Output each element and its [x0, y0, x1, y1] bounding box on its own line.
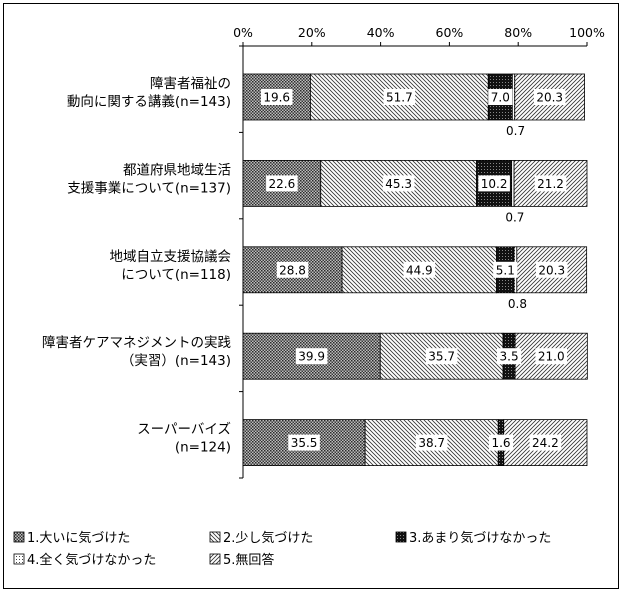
data-label: 21.2 [537, 177, 564, 191]
legend-item: 2.少し気づけた [209, 530, 313, 546]
data-label: 38.7 [418, 436, 445, 450]
data-label-box [403, 261, 436, 278]
x-tick-label: 60% [436, 25, 464, 40]
data-label: 0.7 [505, 210, 524, 224]
category-label-line: について(n=118) [121, 267, 231, 283]
legend-item: 4.全く気づけなかった [13, 552, 156, 568]
data-label: 51.7 [386, 91, 413, 105]
data-label-box [535, 348, 568, 365]
data-label: 19.6 [263, 91, 290, 105]
data-label: 10.2 [481, 177, 508, 191]
data-label: 20.3 [538, 263, 565, 277]
data-label-box [276, 261, 309, 278]
category-label-line: 障害者福祉の [150, 76, 231, 92]
data-label-box [496, 348, 522, 365]
data-label: 1.6 [491, 436, 510, 450]
legend-label: 4.全く気づけなかった [27, 552, 156, 568]
data-label: 45.3 [385, 177, 412, 191]
data-label: 3.5 [500, 350, 519, 364]
x-tick-label: 80% [504, 25, 532, 40]
category-label-line: (n=124) [175, 440, 231, 456]
data-label-box [415, 434, 448, 451]
category-label-line: 地域自立支援協議会 [110, 248, 232, 265]
data-label: 0.8 [508, 297, 527, 311]
data-label-box [488, 434, 514, 451]
category-label: スーパーバイズ (n=124) [137, 422, 231, 456]
data-label: 7.0 [491, 91, 510, 105]
data-label: 0.7 [506, 124, 525, 138]
data-label-box [533, 89, 566, 105]
legend-swatch [395, 531, 407, 543]
x-tick-label: 20% [298, 25, 326, 40]
data-label-box [425, 348, 458, 365]
x-tick-label: 40% [367, 25, 395, 40]
chart-frame [3, 3, 619, 589]
data-label-box [534, 175, 567, 192]
category-label-line: スーパーバイズ [137, 422, 231, 438]
data-label-box [529, 434, 562, 451]
data-label: 39.9 [298, 350, 325, 364]
data-label-box [493, 261, 518, 278]
data-label-box [266, 175, 298, 192]
data-label: 22.6 [269, 177, 296, 191]
category-label-line: 障害者ケアマネジメントの実践 [42, 335, 231, 351]
legend-item: 3.あまり気づけなかった [395, 530, 551, 546]
legend-item: 1.大いに気づけた [13, 530, 130, 546]
x-tick-label: 0% [233, 25, 253, 40]
data-label: 35.5 [291, 436, 318, 450]
legend-label: 2.少し気づけた [223, 530, 313, 546]
data-label: 20.3 [536, 91, 563, 105]
category-label-line: 動向に関する講義(n=143) [67, 93, 231, 110]
data-label-box [295, 348, 328, 365]
data-labels: 19.6 51.7 7.0 0.7 20.3 22.6 45.3 10.2 0.7 21.2 28.… [260, 89, 568, 451]
data-label: 44.9 [406, 263, 433, 277]
data-label-box [383, 89, 416, 105]
legend-label: 1.大いに気づけた [27, 530, 130, 546]
category-label-line: （実習）(n=143) [121, 353, 231, 369]
legend-item: 5.無回答 [209, 552, 274, 568]
legend-label: 5.無回答 [223, 552, 274, 568]
category-label-line: 都道府県地域生活 [123, 162, 231, 178]
legend-swatch [13, 531, 25, 543]
data-label: 24.2 [532, 436, 559, 450]
data-label-box [260, 89, 293, 105]
x-tick-label: 100% [569, 25, 605, 40]
legend-label: 3.あまり気づけなかった [409, 530, 551, 546]
data-label: 21.0 [538, 350, 565, 364]
data-label-box [535, 261, 568, 278]
legend: 1.大いに気づけた 2.少し気づけた 3.あまり気づけなかった 4.全く気づけなかった… [13, 530, 551, 568]
data-label: 5.1 [496, 263, 515, 277]
legend-swatch [209, 553, 221, 565]
data-label: 35.7 [428, 350, 455, 364]
data-label: 28.8 [279, 263, 306, 277]
legend-swatch [13, 553, 25, 565]
category-label-line: 支援事業について(n=137) [67, 180, 231, 196]
data-label-box [382, 175, 415, 192]
data-label-box [478, 175, 510, 192]
data-label-box [488, 89, 513, 105]
category-label: 障害者ケアマネジメントの実践 （実習）(n=143) [42, 335, 231, 369]
x-axis-tick-labels: 0% 20% 40% 60% 80% 100% [233, 25, 605, 40]
data-label-box [288, 434, 320, 451]
legend-swatch [209, 531, 221, 543]
